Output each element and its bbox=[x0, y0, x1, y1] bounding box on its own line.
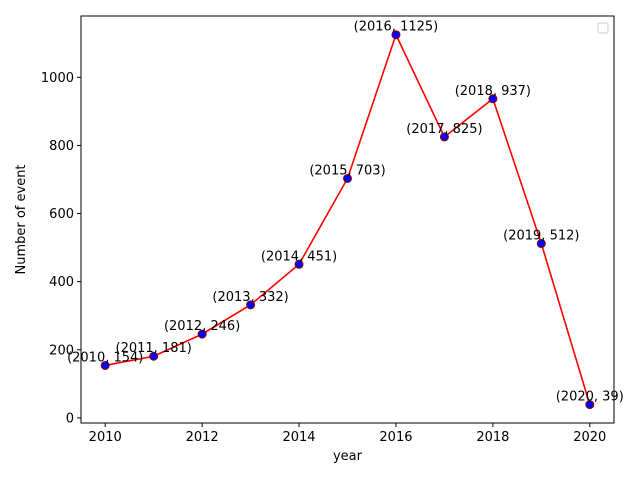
x-tick-label: 2016 bbox=[379, 430, 412, 445]
y-tick-label: 200 bbox=[49, 343, 74, 358]
data-point-marker bbox=[100, 360, 110, 370]
data-label: (2014, 451) bbox=[261, 249, 337, 264]
x-axis-title: year bbox=[333, 449, 363, 464]
data-point-marker bbox=[585, 400, 595, 410]
data-label: (2011, 181) bbox=[116, 341, 192, 356]
y-tick-label: 0 bbox=[66, 411, 74, 426]
series-markers bbox=[100, 30, 595, 410]
y-tick-label: 400 bbox=[49, 275, 74, 290]
data-label: (2020, 39) bbox=[556, 390, 624, 405]
data-label: (2012, 246) bbox=[164, 319, 240, 334]
y-tick-label: 800 bbox=[49, 139, 74, 154]
data-point-marker bbox=[343, 173, 352, 183]
x-tick-label: 2018 bbox=[476, 430, 509, 445]
x-axis: 2010 2012 2014 2016 2018 2020 bbox=[89, 423, 606, 445]
y-tick-label: 600 bbox=[49, 207, 74, 222]
data-point-marker bbox=[536, 239, 546, 249]
data-label: (2010, 154) bbox=[67, 350, 143, 365]
plot-area-frame bbox=[80, 15, 615, 424]
data-point-marker bbox=[246, 300, 256, 310]
data-label: (2019, 512) bbox=[503, 229, 579, 244]
data-label: (2015, 703) bbox=[309, 163, 385, 178]
y-axis: 0 200 400 600 800 1000 bbox=[41, 71, 81, 426]
data-label: (2013, 332) bbox=[212, 290, 288, 305]
y-tick-label: 1000 bbox=[41, 71, 74, 86]
data-label: (2018, 937) bbox=[455, 84, 531, 99]
data-label: (2016, 1125) bbox=[354, 20, 439, 35]
data-labels: (2010, 154)(2011, 181) (2012, 246) (2013, … bbox=[67, 20, 624, 405]
data-point-marker bbox=[391, 30, 401, 40]
x-tick-label: 2014 bbox=[282, 430, 315, 445]
x-tick-label: 2010 bbox=[89, 430, 122, 445]
data-point-marker bbox=[149, 351, 159, 361]
data-point-marker bbox=[197, 329, 207, 339]
x-tick-label: 2020 bbox=[573, 430, 606, 445]
data-point-marker bbox=[488, 94, 498, 104]
x-tick-label: 2012 bbox=[186, 430, 219, 445]
data-point-marker bbox=[294, 259, 304, 269]
legend-box bbox=[597, 22, 609, 34]
y-axis-title: Number of event bbox=[14, 164, 29, 274]
data-label: (2017, 825) bbox=[406, 122, 482, 137]
data-point-marker bbox=[439, 132, 449, 142]
